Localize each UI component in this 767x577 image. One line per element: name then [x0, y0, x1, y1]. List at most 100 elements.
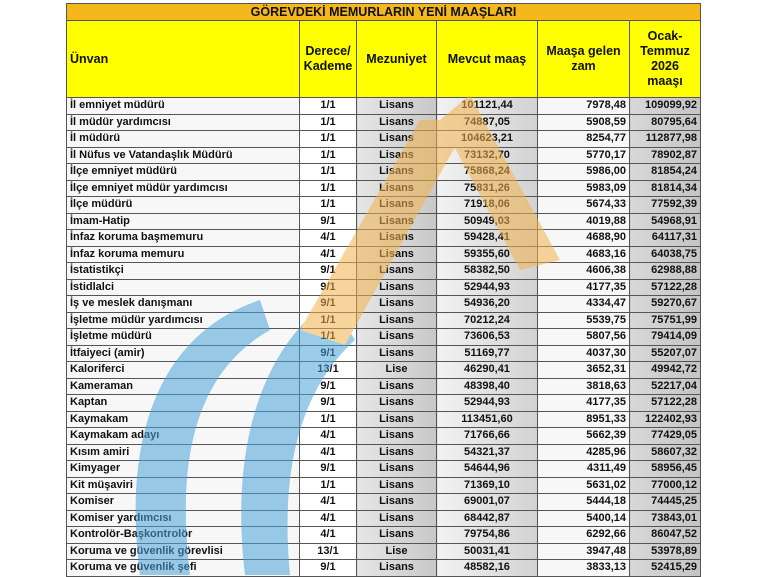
cell-unvan: Kaymakam adayı	[66, 427, 300, 445]
cell-unvan: İl müdürü	[66, 130, 300, 148]
cell-zam: 5770,17	[537, 146, 630, 164]
cell-derece: 1/1	[299, 328, 357, 346]
cell-derece: 1/1	[299, 163, 357, 181]
table-row: İşletme müdürü 1/1 Lisans 73606,53 5807,56 79…	[66, 328, 702, 346]
cell-unvan: Kameraman	[66, 377, 300, 395]
table-row: Kit müşaviri 1/1 Lisans 71369,10 5631,02 7700…	[66, 476, 702, 494]
cell-mevcut-maas: 101121,44	[436, 97, 538, 115]
cell-unvan: Komiser yardımcısı	[66, 509, 300, 527]
cell-mevcut-maas: 50031,41	[436, 542, 538, 560]
cell-derece: 9/1	[299, 262, 357, 280]
cell-derece: 1/1	[299, 97, 357, 115]
table-row: İl müdürü 1/1 Lisans 104623,21 8254,77 112877…	[66, 130, 702, 148]
cell-derece: 4/1	[299, 427, 357, 445]
cell-zam: 3947,48	[537, 542, 630, 560]
table-row: İl müdür yardımcısı 1/1 Lisans 74887,05 5908…	[66, 113, 702, 131]
cell-unvan: Koruma ve güvenlik görevlisi	[66, 542, 300, 560]
cell-zam: 4334,47	[537, 295, 630, 313]
cell-derece: 9/1	[299, 212, 357, 230]
table-row: Komiser yardımcısı 4/1 Lisans 68442,87 5400,…	[66, 509, 702, 527]
cell-mevcut-maas: 73606,53	[436, 328, 538, 346]
cell-unvan: İlçe emniyet müdürü	[66, 163, 300, 181]
cell-mezuniyet: Lisans	[356, 526, 437, 544]
cell-unvan: İşletme müdür yardımcısı	[66, 311, 300, 329]
cell-zam: 8254,77	[537, 130, 630, 148]
header-derece: Derece/ Kademe	[299, 20, 357, 98]
cell-unvan: İstatistikçi	[66, 262, 300, 280]
cell-yeni-maas: 64038,75	[628, 245, 702, 263]
cell-mezuniyet: Lisans	[356, 394, 437, 412]
table-row: İlçe emniyet müdürü 1/1 Lisans 75868,24 5986…	[66, 163, 702, 181]
cell-unvan: İnfaz koruma memuru	[66, 245, 300, 263]
cell-mevcut-maas: 54644,96	[436, 460, 538, 478]
cell-zam: 5444,18	[537, 493, 630, 511]
cell-zam: 4285,96	[537, 443, 630, 461]
cell-mevcut-maas: 59355,60	[436, 245, 538, 263]
cell-zam: 6292,66	[537, 526, 630, 544]
cell-yeni-maas: 73843,01	[628, 509, 702, 527]
cell-mezuniyet: Lisans	[356, 130, 437, 148]
cell-unvan: İstidlalci	[66, 278, 300, 296]
cell-unvan: Kaptan	[66, 394, 300, 412]
cell-derece: 9/1	[299, 278, 357, 296]
cell-mezuniyet: Lisans	[356, 427, 437, 445]
cell-derece: 9/1	[299, 460, 357, 478]
cell-unvan: İl Nüfus ve Vatandaşlık Müdürü	[66, 146, 300, 164]
cell-zam: 5908,59	[537, 113, 630, 131]
table-row: İl Nüfus ve Vatandaşlık Müdürü 1/1 Lisans 7…	[66, 146, 702, 164]
cell-zam: 4019,88	[537, 212, 630, 230]
cell-mezuniyet: Lisans	[356, 344, 437, 362]
cell-mezuniyet: Lisans	[356, 163, 437, 181]
table-row: Kaymakam adayı 4/1 Lisans 71766,66 5662,39 77…	[66, 427, 702, 445]
cell-derece: 1/1	[299, 146, 357, 164]
table-row: İl emniyet müdürü 1/1 Lisans 101121,44 7978,…	[66, 97, 702, 115]
cell-mevcut-maas: 74887,05	[436, 113, 538, 131]
cell-derece: 1/1	[299, 476, 357, 494]
header-row: Ünvan Derece/ Kademe Mezuniyet Mevcut ma…	[66, 20, 702, 98]
cell-mezuniyet: Lisans	[356, 113, 437, 131]
table-row: İnfaz koruma memuru 4/1 Lisans 59355,60 4683…	[66, 245, 702, 263]
cell-zam: 5631,02	[537, 476, 630, 494]
cell-derece: 13/1	[299, 361, 357, 379]
header-zam: Maaşa gelen zam	[537, 20, 630, 98]
cell-mevcut-maas: 113451,60	[436, 410, 538, 428]
cell-mezuniyet: Lisans	[356, 278, 437, 296]
cell-yeni-maas: 54968,91	[628, 212, 702, 230]
cell-mezuniyet: Lisans	[356, 410, 437, 428]
cell-yeni-maas: 112877,98	[628, 130, 702, 148]
cell-mezuniyet: Lise	[356, 542, 437, 560]
table-row: İlçe müdürü 1/1 Lisans 71918,06 5674,33 77592…	[66, 196, 702, 214]
cell-mezuniyet: Lisans	[356, 559, 437, 577]
cell-derece: 4/1	[299, 493, 357, 511]
table-row: Koruma ve güvenlik şefi 9/1 Lisans 48582,16…	[66, 559, 702, 577]
table-row: İşletme müdür yardımcısı 1/1 Lisans 70212,2…	[66, 311, 702, 329]
cell-zam: 4177,35	[537, 278, 630, 296]
cell-mezuniyet: Lisans	[356, 377, 437, 395]
cell-mezuniyet: Lisans	[356, 509, 437, 527]
cell-yeni-maas: 57122,28	[628, 394, 702, 412]
cell-yeni-maas: 57122,28	[628, 278, 702, 296]
cell-mevcut-maas: 54321,37	[436, 443, 538, 461]
cell-derece: 4/1	[299, 526, 357, 544]
table-row: İstidlalci 9/1 Lisans 52944,93 4177,35 57122,…	[66, 278, 702, 296]
cell-mezuniyet: Lisans	[356, 295, 437, 313]
cell-derece: 13/1	[299, 542, 357, 560]
cell-mevcut-maas: 59428,41	[436, 229, 538, 247]
salary-table: GÖREVDEKİ MEMURLARIN YENİ MAAŞLARI Ünvan…	[65, 3, 702, 577]
cell-zam: 7978,48	[537, 97, 630, 115]
cell-yeni-maas: 53978,89	[628, 542, 702, 560]
table-row: Kameraman 9/1 Lisans 48398,40 3818,63 52217,0…	[66, 377, 702, 395]
cell-mevcut-maas: 68442,87	[436, 509, 538, 527]
cell-zam: 3833,13	[537, 559, 630, 577]
cell-derece: 9/1	[299, 559, 357, 577]
cell-mezuniyet: Lisans	[356, 460, 437, 478]
header-unvan: Ünvan	[66, 20, 300, 98]
cell-yeni-maas: 78902,87	[628, 146, 702, 164]
table-row: Komiser 4/1 Lisans 69001,07 5444,18 74445,25	[66, 493, 702, 511]
table-row: İtfaiyeci (amir) 9/1 Lisans 51169,77 4037,30…	[66, 344, 702, 362]
cell-zam: 4688,90	[537, 229, 630, 247]
header-mezuniyet: Mezuniyet	[356, 20, 437, 98]
cell-mevcut-maas: 70212,24	[436, 311, 538, 329]
cell-derece: 4/1	[299, 443, 357, 461]
cell-yeni-maas: 122402,93	[628, 410, 702, 428]
